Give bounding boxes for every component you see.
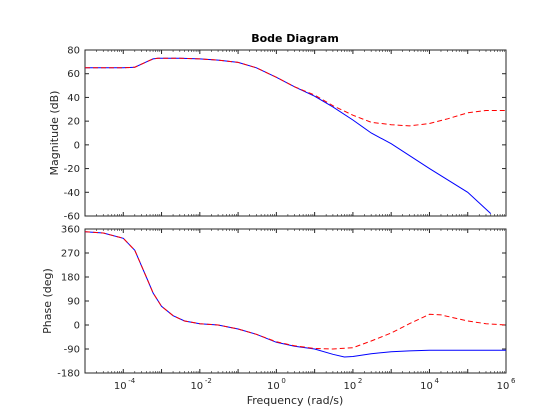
phase-ytick-label: -180 — [57, 369, 80, 380]
magnitude-ytick-label: -20 — [64, 164, 80, 175]
chart-title: Bode Diagram — [251, 32, 339, 45]
magnitude-plot-area — [84, 49, 507, 217]
x-tick-label: 10 — [420, 381, 433, 392]
phase-plot-area — [84, 228, 507, 374]
phase-ytick-label: -90 — [64, 345, 80, 356]
x-tick-label: 10 — [344, 381, 357, 392]
x-tick-label: 10 — [114, 381, 127, 392]
magnitude-ytick-label: 20 — [67, 117, 80, 128]
x-tick-exponent: 4 — [434, 377, 439, 385]
x-tick-exponent: 0 — [281, 377, 285, 385]
x-tick-exponent: -4 — [128, 377, 136, 385]
x-tick-label: 10 — [190, 381, 203, 392]
magnitude-ytick-label: 40 — [67, 93, 80, 104]
x-tick-label: 10 — [267, 381, 280, 392]
x-tick-label: 10 — [497, 381, 510, 392]
phase-ytick-label: 270 — [61, 249, 80, 260]
phase-ytick-label: 360 — [61, 225, 80, 236]
magnitude-ytick-label: -60 — [64, 212, 80, 223]
x-tick-exponent: 6 — [511, 377, 516, 385]
x-tick-exponent: 2 — [358, 377, 362, 385]
magnitude-ytick-label: -40 — [64, 188, 80, 199]
x-axis-label: Frequency (rad/s) — [247, 394, 344, 407]
magnitude-axes: -60 -40 -20 0 20 40 60 80 Magnitude (dB) — [48, 46, 507, 223]
magnitude-ytick-label: 80 — [67, 46, 80, 57]
phase-ytick-label: 90 — [67, 297, 80, 308]
phase-ytick-label: 0 — [74, 321, 80, 332]
magnitude-ytick-label: 0 — [74, 140, 80, 151]
x-tick-exponent: -2 — [205, 377, 212, 385]
phase-ytick-label: 180 — [61, 273, 80, 284]
phase-axes: -180 -90 0 90 180 270 360 Phase (deg) — [41, 225, 507, 380]
x-tick-labels: 10 -4 10 -2 10 0 10 2 10 4 10 6 — [114, 377, 516, 392]
magnitude-series-dashed — [85, 57, 506, 127]
phase-ylabel: Phase (deg) — [41, 268, 54, 334]
magnitude-ylabel: Magnitude (dB) — [48, 91, 61, 176]
magnitude-ytick-label: 60 — [67, 69, 80, 80]
